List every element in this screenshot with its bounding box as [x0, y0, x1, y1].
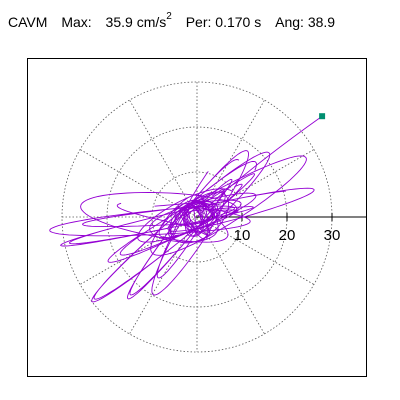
- orbit-loop-9: [168, 191, 230, 244]
- angle-label: Ang:: [275, 13, 304, 30]
- header-readout: CAVM Max: 35.9 cm/s2 Per: 0.170 s Ang: 3…: [8, 11, 336, 30]
- orbit-loop-2: [60, 187, 315, 247]
- angle-value: 38.9: [307, 13, 336, 30]
- orbit-peak-excursion: [196, 115, 323, 218]
- radial-ticks: 10 20 30: [234, 213, 341, 244]
- grid-spoke-60: [196, 99, 265, 218]
- period-value: 0.170 s: [215, 13, 262, 30]
- max-unit-exponent: 2: [166, 11, 172, 22]
- peak-marker: [319, 113, 326, 120]
- period-label: Per:: [185, 13, 212, 30]
- grid-spoke-120: [129, 99, 198, 218]
- component-label: CAVM: [8, 13, 48, 30]
- radial-tick-label-3: 30: [324, 227, 341, 244]
- radial-tick-label-2: 20: [279, 227, 296, 244]
- orbit-loop-8: [137, 188, 257, 243]
- radial-tick-label-1: 10: [234, 227, 251, 244]
- max-value: 35.9: [105, 13, 133, 30]
- max-label: Max:: [61, 13, 92, 30]
- max-unit: cm/s2: [136, 11, 172, 30]
- orbit-trace: [49, 115, 323, 303]
